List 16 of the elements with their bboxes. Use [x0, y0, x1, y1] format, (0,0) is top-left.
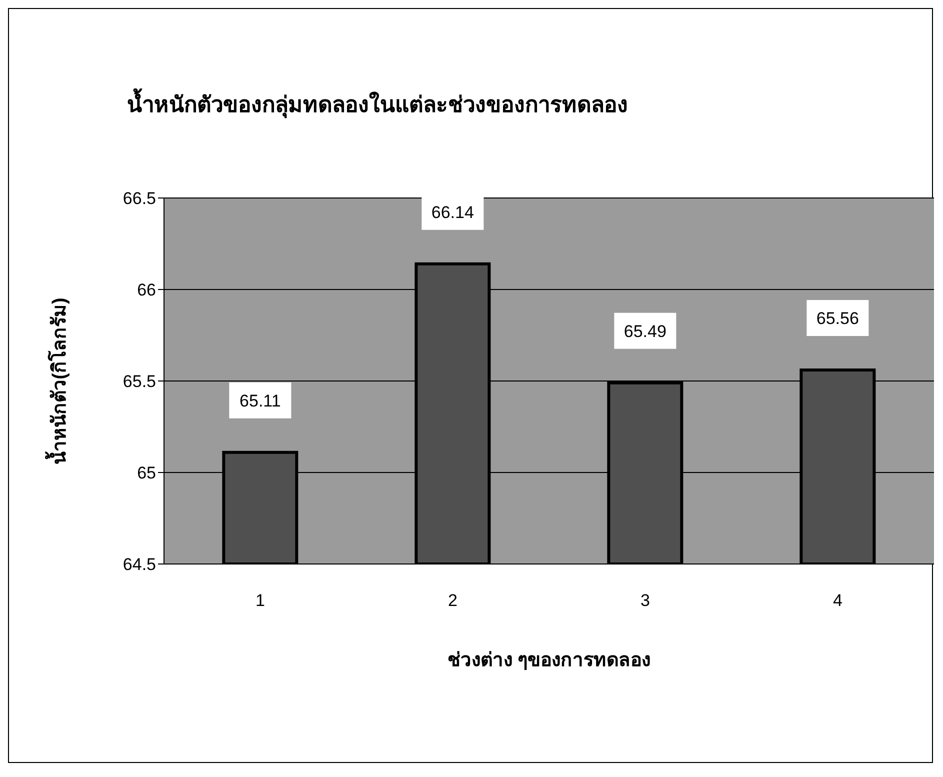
- x-tick-label: 2: [448, 591, 458, 610]
- x-tick-label: 4: [833, 591, 842, 610]
- data-label: 65.11: [240, 391, 281, 410]
- y-tick-label: 65: [137, 464, 156, 483]
- x-axis-title: ช่วงต่าง ๆของการทดลอง: [447, 650, 651, 671]
- data-label: 65.49: [624, 322, 666, 341]
- y-axis-title: น้ำหนักตัว(กิโลกรัม): [44, 298, 71, 464]
- x-tick-label: 3: [640, 591, 650, 610]
- data-label: 66.14: [431, 202, 474, 222]
- y-tick-label: 64.5: [122, 555, 156, 574]
- y-tick-label: 66: [137, 280, 156, 300]
- data-label: 65.56: [816, 309, 859, 328]
- chart-title: น้ำหนักตัวของกลุ่มทดลองในแต่ละช่วงของการทดลอง: [127, 87, 628, 120]
- y-tick-label: 66.5: [122, 189, 156, 208]
- x-tick-label: 1: [256, 591, 265, 610]
- y-tick-label: 65.5: [122, 372, 156, 392]
